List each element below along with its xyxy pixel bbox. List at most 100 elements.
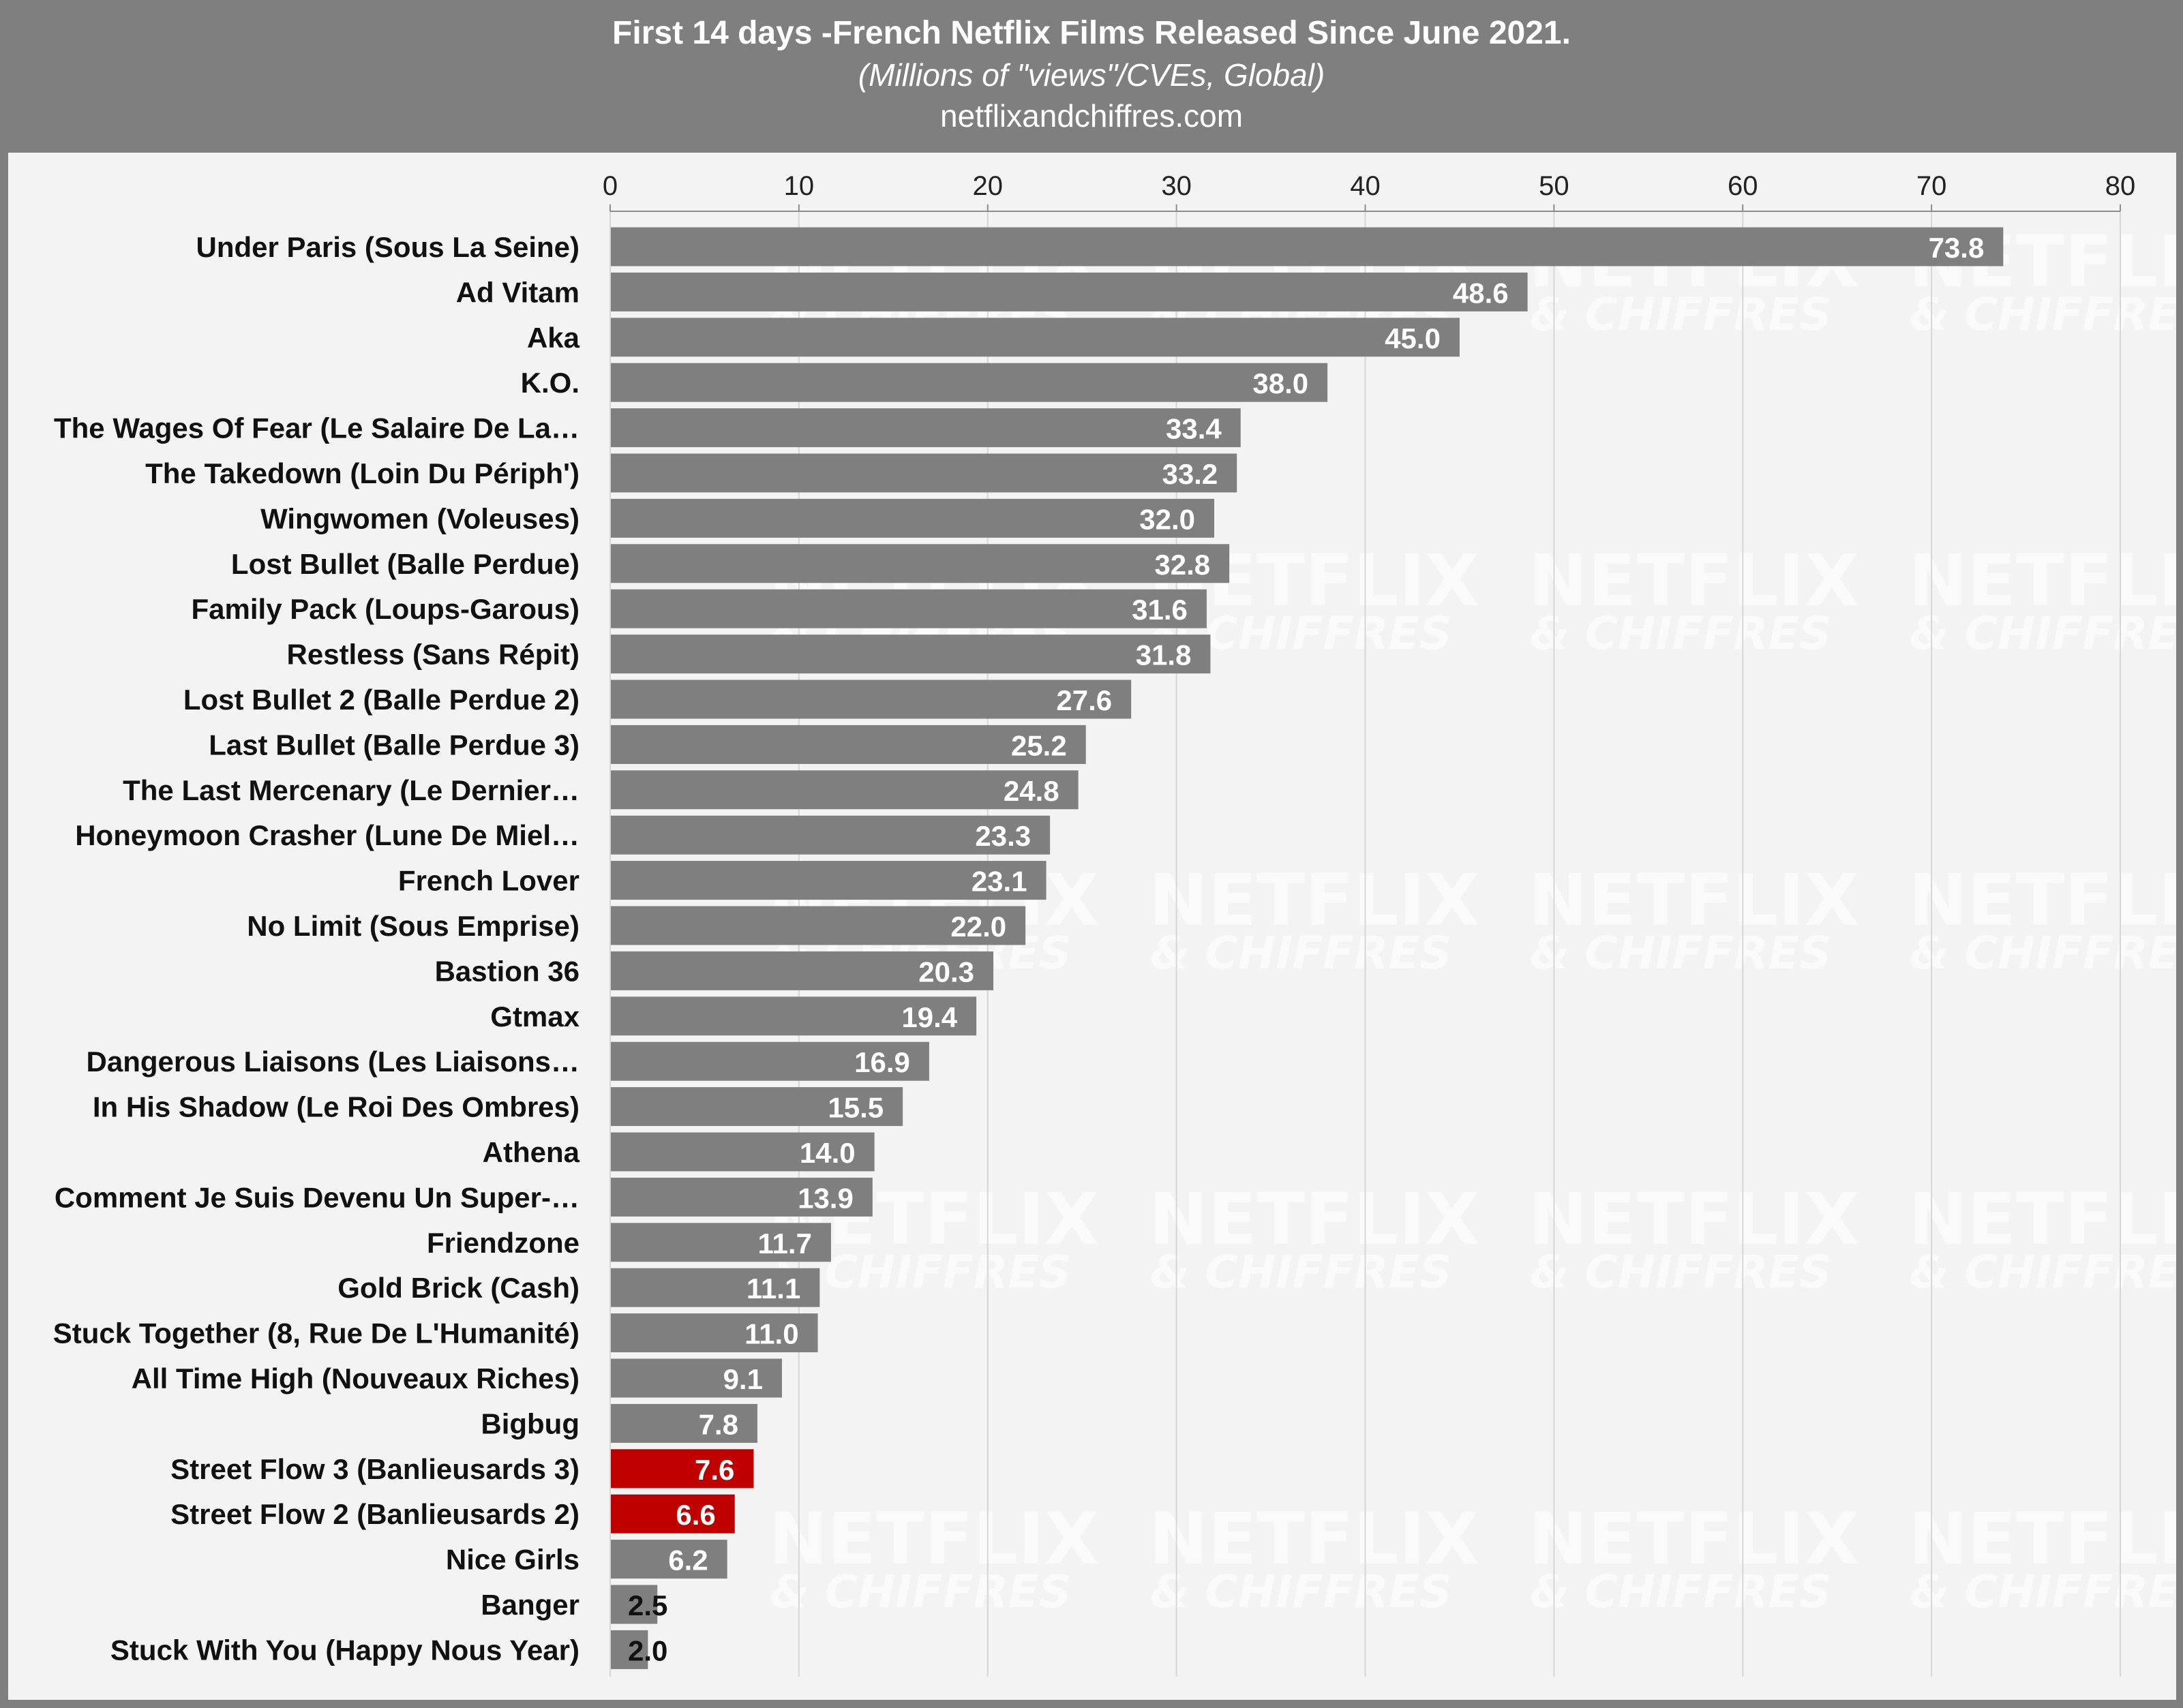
category-label: Friendzone — [427, 1227, 579, 1259]
category-label: Street Flow 2 (Banlieusards 2) — [170, 1498, 579, 1530]
bar — [611, 906, 1026, 945]
data-label: 19.4 — [901, 1001, 957, 1033]
category-label: Restless (Sans Répit) — [287, 639, 579, 671]
watermark-text: NETFLIX — [1149, 1178, 1479, 1261]
category-label: The Takedown (Loin Du Périph') — [145, 457, 579, 489]
category-label: In His Shadow (Le Roi Des Ombres) — [93, 1091, 579, 1123]
category-label: Comment Je Suis Devenu Un Super-… — [55, 1181, 579, 1213]
bar — [611, 1087, 903, 1127]
watermark-text: & CHIFFRES — [1910, 1566, 2176, 1618]
watermark-text: & CHIFFRES — [1530, 1246, 1831, 1298]
bar — [611, 272, 1528, 311]
bar — [611, 1041, 929, 1081]
data-label: 7.6 — [695, 1454, 734, 1486]
data-label: 24.8 — [1004, 775, 1059, 807]
watermark-text: & CHIFFRES — [1910, 927, 2176, 979]
data-label: 15.5 — [828, 1092, 884, 1124]
watermark-text: NETFLIX — [1908, 859, 2176, 942]
x-tick-label: 30 — [1161, 171, 1192, 201]
category-label: Gtmax — [490, 1001, 579, 1033]
data-label: 23.3 — [975, 820, 1031, 852]
data-label: 20.3 — [918, 956, 974, 988]
category-label: All Time High (Nouveaux Riches) — [132, 1362, 579, 1394]
data-label: 45.0 — [1385, 322, 1441, 354]
category-label: Honeymoon Crasher (Lune De Miel… — [75, 819, 579, 851]
category-label: Nice Girls — [446, 1544, 579, 1576]
bar — [611, 725, 1086, 764]
category-label: Family Pack (Loups-Garous) — [192, 593, 579, 625]
watermark-text: NETFLIX — [1908, 1178, 2176, 1261]
watermark-text: & CHIFFRES — [1530, 1566, 1831, 1618]
data-label: 22.0 — [950, 911, 1006, 943]
bar — [611, 951, 994, 990]
watermark-text: & CHIFFRES — [1530, 927, 1831, 979]
data-label: 25.2 — [1011, 729, 1067, 761]
x-tick-label: 0 — [603, 171, 618, 201]
bar — [611, 589, 1207, 628]
data-label: 16.9 — [854, 1046, 910, 1078]
bar — [611, 544, 1230, 583]
watermark-text: NETFLIX — [768, 1497, 1099, 1581]
data-label: 73.8 — [1929, 232, 1985, 264]
x-tick-label: 20 — [973, 171, 1004, 201]
data-label: 14.0 — [800, 1137, 856, 1169]
bar — [611, 363, 1328, 402]
bar — [611, 1358, 782, 1398]
x-tick-label: 10 — [784, 171, 815, 201]
bar — [611, 453, 1237, 493]
category-label: Aka — [527, 322, 580, 354]
watermark-text: & CHIFFRES — [1910, 288, 2176, 341]
data-label: 33.2 — [1162, 458, 1218, 490]
watermark-text: NETFLIX — [1529, 1497, 1859, 1581]
bar — [611, 680, 1132, 719]
bar — [611, 1630, 648, 1669]
bar — [611, 1132, 875, 1172]
bar — [611, 318, 1460, 357]
watermark-text: & CHIFFRES — [1910, 607, 2176, 660]
category-label: Banger — [481, 1589, 579, 1621]
data-label: 38.0 — [1252, 367, 1308, 399]
chart-title: First 14 days -French Netflix Films Rele… — [612, 15, 1571, 51]
bar — [611, 1540, 727, 1579]
watermark-text: NETFLIX — [1149, 859, 1479, 942]
data-label: 7.8 — [699, 1408, 738, 1440]
category-label: Wingwomen (Voleuses) — [260, 502, 579, 534]
data-label: 27.6 — [1056, 684, 1112, 716]
chart-header: First 14 days -French Netflix Films Rele… — [0, 0, 2183, 151]
watermark-text: NETFLIX — [1908, 539, 2176, 622]
bar — [611, 1177, 873, 1217]
category-label: Lost Bullet (Balle Perdue) — [231, 548, 579, 580]
category-label: Stuck Together (8, Rue De L'Humanité) — [53, 1317, 579, 1349]
chart-subtitle: (Millions of "views"/CVEs, Global) — [858, 57, 1325, 93]
watermark-text: NETFLIX — [1908, 1497, 2176, 1581]
data-label: 11.7 — [758, 1227, 812, 1260]
chart-source: netflixandchiffres.com — [939, 98, 1244, 134]
data-label: 11.1 — [747, 1272, 800, 1305]
bar — [611, 1449, 754, 1489]
data-label: 6.2 — [668, 1544, 708, 1576]
x-tick-label: 40 — [1350, 171, 1381, 201]
data-label: 6.6 — [676, 1499, 715, 1531]
category-label: Lost Bullet 2 (Balle Perdue 2) — [183, 684, 579, 716]
data-label: 11.0 — [744, 1318, 798, 1350]
watermark-text: & CHIFFRES — [1150, 1246, 1451, 1298]
category-label: Gold Brick (Cash) — [337, 1272, 579, 1304]
watermark-text: NETFLIX — [1149, 1497, 1479, 1581]
category-label: Athena — [483, 1136, 580, 1168]
category-label: No Limit (Sous Emprise) — [247, 910, 579, 942]
bar — [611, 1268, 820, 1307]
bar — [611, 996, 977, 1036]
data-label: 33.4 — [1166, 413, 1222, 445]
bar — [611, 861, 1047, 900]
category-label: K.O. — [521, 367, 579, 399]
category-label: The Last Mercenary (Le Dernier… — [123, 774, 579, 806]
category-label: Bastion 36 — [435, 955, 579, 987]
bar — [611, 1585, 658, 1624]
bar — [611, 227, 2004, 266]
category-label: Street Flow 3 (Banlieusards 3) — [170, 1453, 579, 1485]
bar — [611, 1313, 818, 1353]
category-label: The Wages Of Fear (Le Salaire De La… — [54, 412, 579, 444]
data-label: 31.8 — [1136, 639, 1192, 671]
